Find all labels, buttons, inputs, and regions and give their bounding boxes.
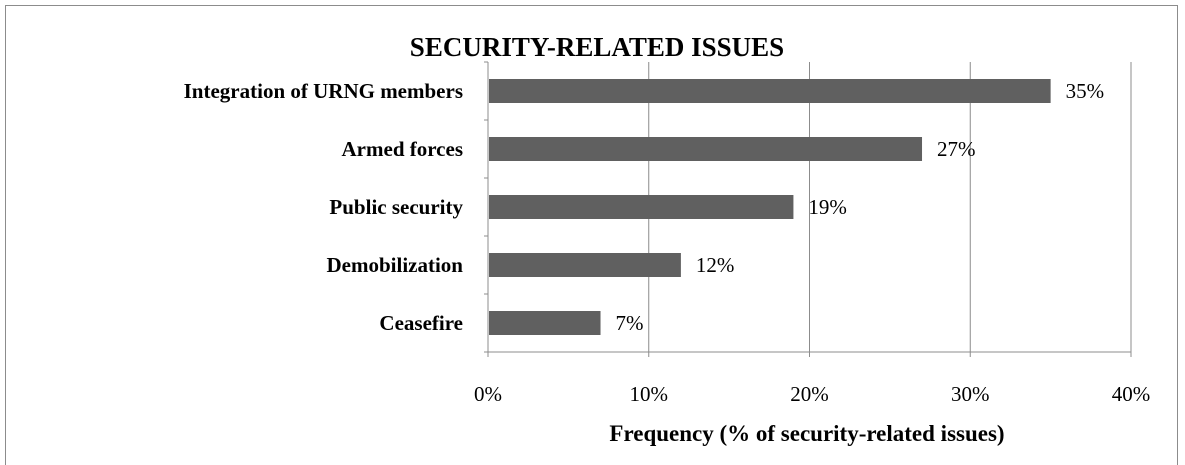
bar: [489, 79, 1051, 103]
x-tick-label: 40%: [1112, 382, 1151, 406]
category-labels: Integration of URNG members Armed forces P…: [184, 79, 464, 335]
data-label: 27%: [937, 137, 976, 161]
x-tick-labels: 0% 10% 20% 30% 40%: [474, 382, 1150, 406]
data-labels: 35% 27% 19% 12% 7%: [616, 79, 1105, 335]
axes: [484, 61, 1132, 357]
category-label: Integration of URNG members: [184, 79, 463, 103]
data-label: 7%: [616, 311, 644, 335]
bars: [489, 79, 1051, 335]
bar: [489, 195, 794, 219]
x-tick-label: 10%: [630, 382, 669, 406]
category-label: Public security: [329, 195, 463, 219]
x-tick-label: 0%: [474, 382, 502, 406]
data-label: 35%: [1066, 79, 1105, 103]
category-label: Ceasefire: [379, 311, 463, 335]
category-label: Armed forces: [342, 137, 463, 161]
bar: [489, 311, 601, 335]
x-tick-label: 30%: [951, 382, 990, 406]
bar: [489, 253, 681, 277]
category-label: Demobilization: [327, 253, 464, 277]
gridlines: [648, 62, 1132, 352]
x-tick-label: 20%: [790, 382, 829, 406]
data-label: 12%: [696, 253, 735, 277]
chart-frame: [5, 5, 1178, 465]
chart-title: SECURITY-RELATED ISSUES: [410, 32, 784, 62]
x-axis-label: Frequency (% of security-related issues): [609, 421, 1004, 446]
bar: [489, 137, 923, 161]
data-label: 19%: [808, 195, 847, 219]
